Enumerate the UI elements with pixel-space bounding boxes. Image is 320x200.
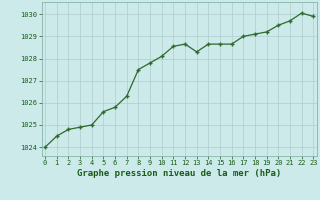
X-axis label: Graphe pression niveau de la mer (hPa): Graphe pression niveau de la mer (hPa) [77, 169, 281, 178]
